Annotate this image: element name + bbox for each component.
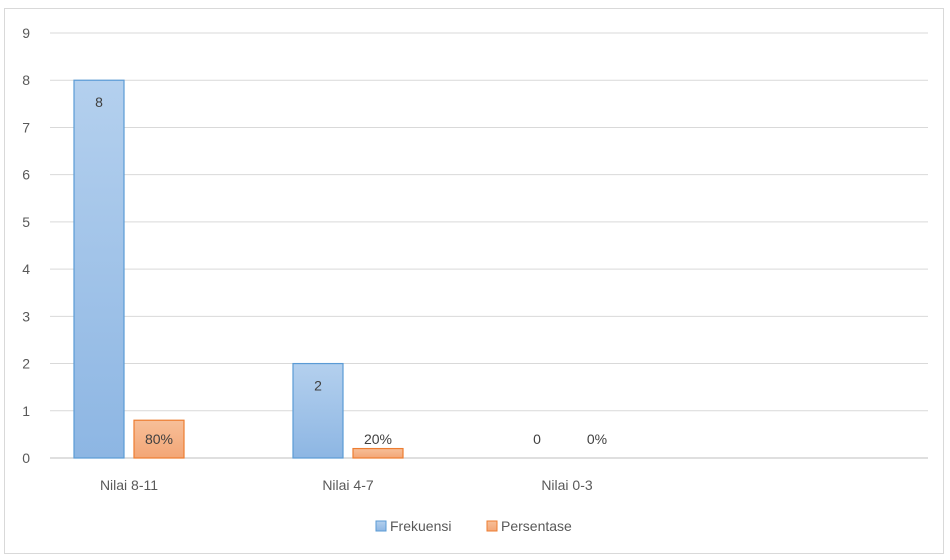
bars xyxy=(73,79,404,459)
y-tick-label: 3 xyxy=(22,308,30,324)
y-tick-label: 7 xyxy=(22,119,30,135)
y-tick-label: 5 xyxy=(22,214,30,230)
legend: Frekuensi Persentase xyxy=(375,518,572,534)
legend-swatch xyxy=(486,520,498,532)
y-axis-ticks: 0 1 2 3 4 5 6 7 8 9 xyxy=(22,25,30,466)
data-labels: 8 80% 2 20% 0 0% xyxy=(95,94,607,447)
data-label: 2 xyxy=(314,378,322,394)
bar-persentase xyxy=(352,447,404,459)
x-axis-ticks: Nilai 8-11 Nilai 4-7 Nilai 0-3 xyxy=(100,477,593,493)
data-label: 0% xyxy=(587,431,607,447)
y-tick-label: 8 xyxy=(22,72,30,88)
bar-persentase xyxy=(133,419,185,459)
y-tick-label: 9 xyxy=(22,25,30,41)
x-tick-label: Nilai 0-3 xyxy=(541,477,593,493)
y-tick-label: 4 xyxy=(22,261,30,277)
bar-frekuensi xyxy=(292,362,344,459)
legend-label: Frekuensi xyxy=(390,518,451,534)
data-label: 80% xyxy=(145,431,173,447)
data-label: 8 xyxy=(95,94,103,110)
y-tick-label: 0 xyxy=(22,450,30,466)
chart-frame xyxy=(4,8,944,554)
data-label: 0 xyxy=(533,431,541,447)
y-tick-label: 1 xyxy=(22,403,30,419)
x-tick-label: Nilai 8-11 xyxy=(100,477,158,493)
grid-lines xyxy=(50,32,928,459)
legend-label: Persentase xyxy=(501,518,572,534)
y-tick-label: 6 xyxy=(22,167,30,183)
x-tick-label: Nilai 4-7 xyxy=(322,477,374,493)
data-label: 20% xyxy=(364,431,392,447)
bar-frekuensi xyxy=(73,79,125,459)
legend-swatch xyxy=(375,520,387,532)
y-tick-label: 2 xyxy=(22,356,30,372)
